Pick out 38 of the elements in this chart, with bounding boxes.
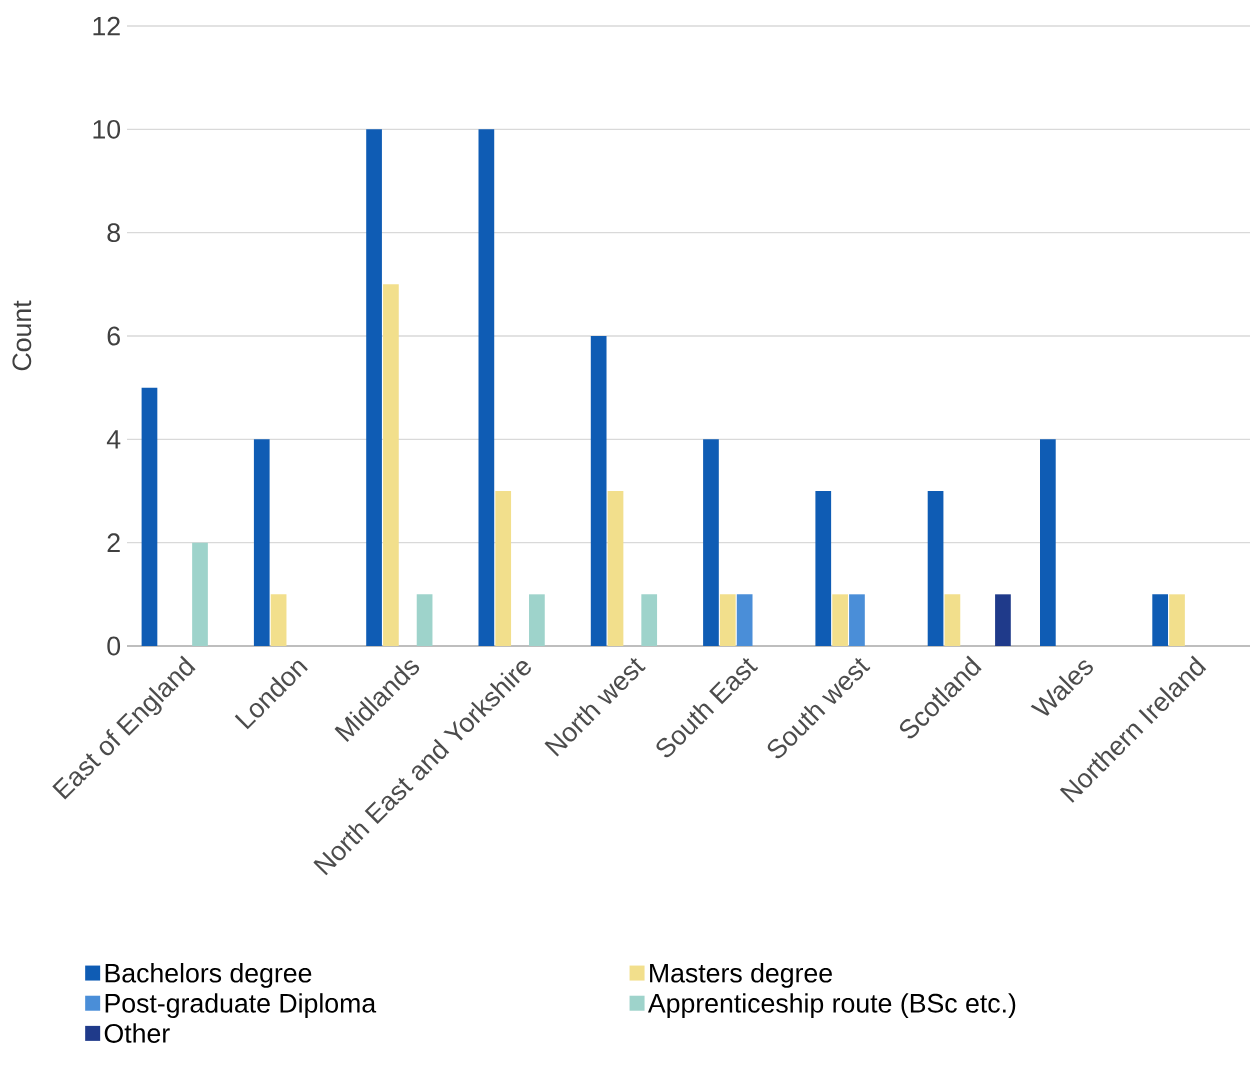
bar	[590, 335, 607, 646]
bar	[270, 594, 287, 646]
y-tick-label: 2	[107, 533, 120, 552]
bar	[416, 594, 433, 646]
y-tick-label: 12	[93, 16, 120, 36]
legend-label: Bachelors degree	[105, 962, 312, 988]
bar	[192, 542, 208, 646]
legend-label: Apprenticeship route (BSc etc.)	[647, 993, 1016, 1019]
bar	[703, 439, 719, 646]
bar	[1152, 594, 1169, 646]
y-tick-label: 8	[107, 223, 120, 243]
bar	[1169, 594, 1185, 646]
bar	[944, 594, 961, 646]
bar	[641, 594, 658, 646]
bar	[253, 439, 270, 646]
y-tick-label: 10	[93, 119, 121, 139]
bar	[478, 129, 495, 646]
legend-label: Other	[104, 1023, 170, 1043]
bar	[719, 594, 736, 646]
bar	[832, 594, 848, 646]
bar	[141, 387, 158, 646]
bar	[736, 594, 753, 646]
bar	[1040, 439, 1056, 646]
y-tick-label: 0	[107, 636, 121, 656]
bar	[849, 594, 865, 646]
bar	[607, 490, 624, 646]
bar	[495, 490, 512, 646]
legend-label: Masters degree	[650, 962, 832, 988]
y-tick-label: 4	[106, 430, 121, 449]
bar	[366, 129, 382, 646]
bar	[927, 490, 944, 646]
bar	[995, 594, 1011, 646]
bar	[529, 594, 545, 646]
legend-label: Post-graduate Diploma	[105, 993, 377, 1019]
y-axis-title: Count	[12, 300, 32, 371]
bar	[383, 284, 399, 646]
y-tick-label: 6	[107, 326, 120, 346]
bar	[815, 490, 832, 646]
